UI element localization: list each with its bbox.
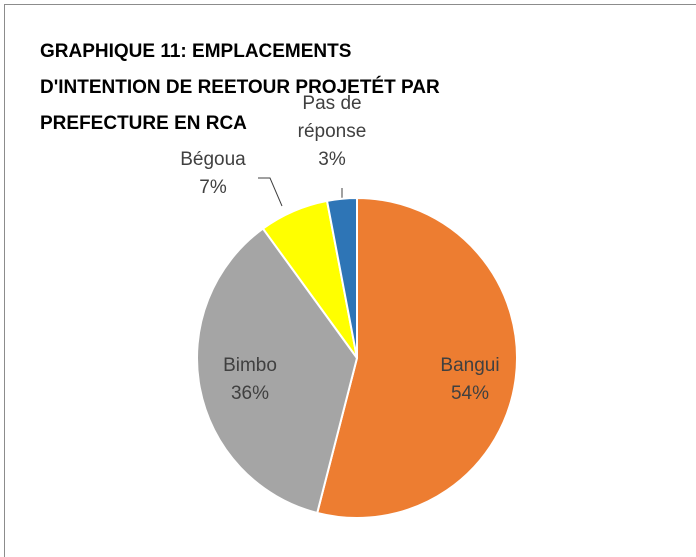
frame [4,4,696,557]
pie-slice [315,196,518,519]
pie-slice [196,227,359,515]
data-label: Bangui 54% [425,352,515,408]
slice-value: 36% [230,383,270,404]
data-label: Bégoua 7% [168,146,258,202]
slice-name: Pas de réponse [297,93,367,142]
data-label: Pas de réponse 3% [287,90,377,174]
chart-title: PREFECTURE EN RCA [40,113,247,134]
pie-slice [325,196,358,359]
leader-line [258,177,283,207]
slice-name: Bangui [440,355,500,376]
chart-title: D'INTENTION DE REETOUR PROJETÉT PAR [40,76,440,98]
pie [196,196,518,519]
chart-title: GRAPHIQUE 11: EMPLACEMENTS [40,41,351,62]
data-label: Bimbo 36% [205,352,295,408]
slice-value: 54% [450,383,490,404]
slice-name: Bimbo [223,355,277,376]
slice-name: Bégoua [180,149,246,170]
slice-value: 7% [199,177,227,198]
slice-value: 3% [318,149,346,170]
